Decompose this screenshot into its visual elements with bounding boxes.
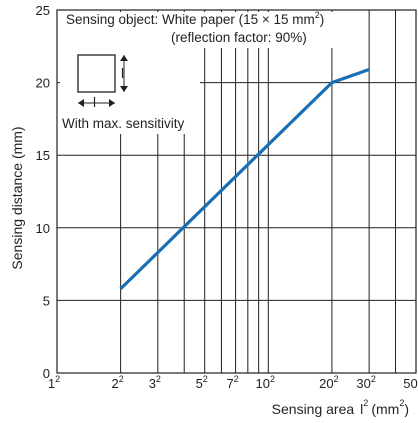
x-tick-label: 12 [48, 374, 60, 391]
x-tick-label: 102 [256, 374, 275, 391]
annotation-line-2: (reflection factor: 90%) [171, 30, 307, 45]
series-layer [119, 67, 370, 290]
y-tick-label: 10 [36, 221, 50, 236]
max-sensitivity-note: With max. sensitivity [62, 116, 185, 131]
x-tick-label: 202 [319, 374, 338, 391]
y-tick-label: 5 [43, 293, 50, 308]
tick-labels: 0 5 10 15 20 25 12 22 32 52 72 102 202 302 502 [36, 3, 418, 391]
annotation-box [60, 12, 365, 48]
x-tick-label: 32 [149, 374, 161, 391]
y-tick-label: 25 [36, 3, 50, 18]
x-tick-label: 72 [226, 374, 238, 391]
x-tick-label: 302 [356, 374, 375, 391]
square-diagram [77, 54, 128, 107]
x-tick-label: 22 [111, 374, 123, 391]
y-tick-label: 15 [36, 148, 50, 163]
y-tick-label: 20 [36, 76, 50, 91]
square-side-label-horizontal: l [93, 95, 96, 110]
x-tick-label: 52 [196, 374, 208, 391]
square-side-label-vertical: l [121, 66, 124, 81]
y-tick-label: 0 [43, 366, 50, 381]
annotation-line-1: Sensing object: White paper (15 × 15 mm2… [66, 10, 324, 27]
y-axis-title: Sensing distance (mm) [9, 126, 25, 269]
x-axis-title: Sensing area l2 (mm2) [272, 398, 409, 417]
plot-frame [56, 9, 417, 374]
x-tick-label: 502 [403, 374, 418, 391]
